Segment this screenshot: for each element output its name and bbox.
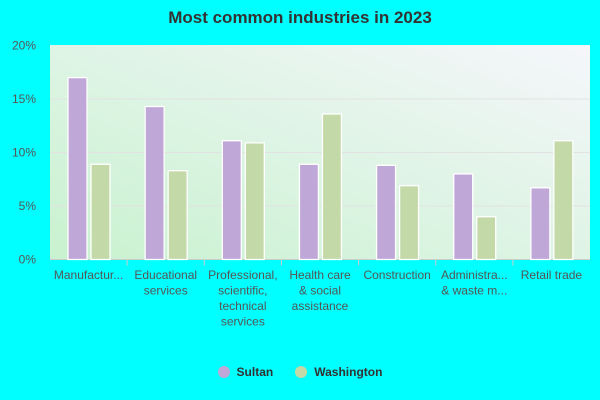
y-tick-label: 20% (12, 39, 36, 53)
legend-item-sultan: Sultan (217, 365, 274, 379)
legend-swatch (217, 366, 230, 378)
legend-swatch (295, 366, 308, 378)
x-tick-label: assistance (292, 299, 349, 313)
chart-title: Most common industries in 2023 (168, 8, 432, 27)
legend: Sultan Washington (0, 365, 600, 379)
legend-item-washington: Washington (295, 365, 382, 379)
x-tick-label: services (221, 315, 265, 329)
x-tick-label: scientific, (218, 284, 267, 298)
x-tick-label: Retail trade (521, 268, 583, 282)
x-tick-label: Manufactur... (54, 268, 123, 282)
x-tick-label: Educational (134, 268, 197, 282)
x-tick-label: Professional, (208, 268, 277, 282)
bar-washington (90, 163, 111, 261)
bar-washington (553, 140, 574, 261)
legend-label: Sultan (236, 365, 274, 379)
x-tick-label: Construction (363, 268, 430, 282)
x-tick-label: & waste m... (441, 284, 507, 298)
bar-sultan (375, 164, 397, 261)
bar-washington (476, 216, 497, 261)
x-tick-label: Administra... (441, 268, 508, 282)
bar-washington (244, 142, 265, 261)
bar-sultan (221, 140, 242, 261)
bar-washington (167, 170, 188, 261)
x-tick-label: & social (299, 284, 341, 298)
y-tick-label: 5% (19, 199, 37, 213)
bar-sultan (298, 163, 320, 261)
bar-sultan (144, 105, 165, 261)
x-tick-label: Health care (289, 268, 351, 282)
x-tick-label: technical (219, 299, 266, 313)
y-tick-label: 15% (12, 92, 36, 106)
y-tick-label: 10% (12, 146, 36, 160)
bar-washington (321, 113, 343, 261)
y-tick-label: 0% (19, 253, 37, 267)
bar-sultan (530, 187, 551, 261)
bar-washington (398, 185, 420, 261)
legend-label: Washington (314, 365, 383, 379)
bar-sultan (67, 76, 88, 261)
x-tick-label: services (144, 284, 188, 298)
bar-sultan (453, 173, 474, 261)
